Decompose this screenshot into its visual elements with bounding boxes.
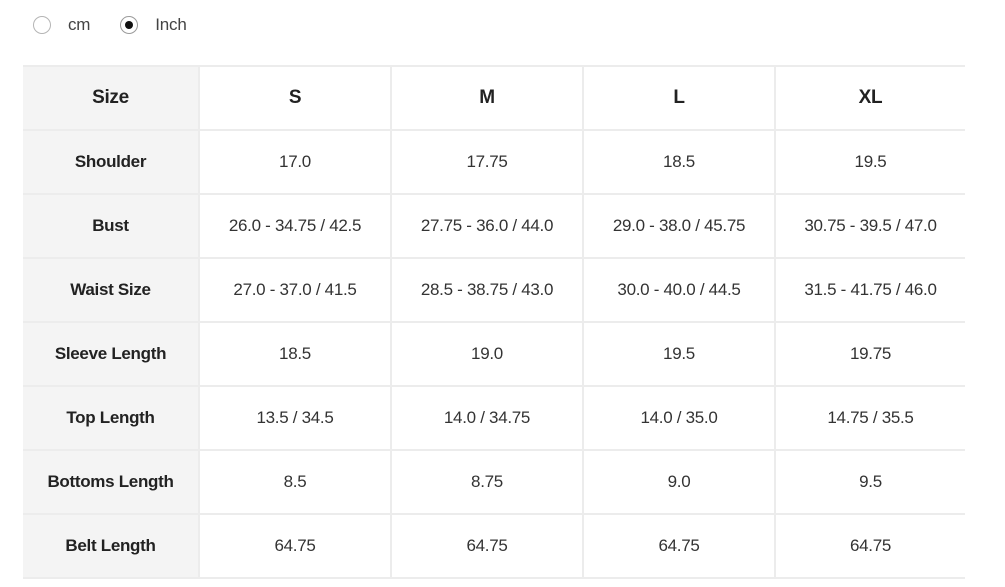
size-header-xl: XL <box>774 65 965 130</box>
size-header-m: M <box>390 65 583 130</box>
table-cell: 9.0 <box>582 449 775 514</box>
size-header: Size <box>23 65 199 130</box>
size-header-s: S <box>198 65 391 130</box>
table-row-bottoms-length: Bottoms Length 8.5 8.75 9.0 9.5 <box>23 449 965 514</box>
table-row-sleeve-length: Sleeve Length 18.5 19.0 19.5 19.75 <box>23 321 965 386</box>
cm-radio[interactable] <box>33 16 51 34</box>
inch-radio[interactable] <box>120 16 139 34</box>
row-label: Shoulder <box>23 129 199 194</box>
table-cell: 30.75 - 39.5 / 47.0 <box>774 193 965 258</box>
table-row-top-length: Top Length 13.5 / 34.5 14.0 / 34.75 14.0… <box>23 385 965 450</box>
unit-toggle: cm Inch <box>33 10 217 40</box>
table-cell: 64.75 <box>582 513 775 579</box>
table-cell: 64.75 <box>198 513 391 579</box>
row-label: Top Length <box>23 385 199 450</box>
table-cell: 27.0 - 37.0 / 41.5 <box>198 257 391 322</box>
row-label: Bottoms Length <box>23 449 199 514</box>
size-header-l: L <box>582 65 775 130</box>
table-row-belt-length: Belt Length 64.75 64.75 64.75 64.75 <box>23 513 965 579</box>
table-cell: 14.0 / 35.0 <box>582 385 775 450</box>
row-label: Waist Size <box>23 257 199 322</box>
table-cell: 26.0 - 34.75 / 42.5 <box>198 193 391 258</box>
table-cell: 19.5 <box>774 129 965 194</box>
table-cell: 13.5 / 34.5 <box>198 385 391 450</box>
row-label: Sleeve Length <box>23 321 199 386</box>
table-row-bust: Bust 26.0 - 34.75 / 42.5 27.75 - 36.0 / … <box>23 193 965 258</box>
unit-option-inch[interactable]: Inch <box>120 15 187 35</box>
table-cell: 64.75 <box>390 513 583 579</box>
table-cell: 14.75 / 35.5 <box>774 385 965 450</box>
inch-label: Inch <box>155 15 187 34</box>
table-cell: 19.5 <box>582 321 775 386</box>
table-cell: 29.0 - 38.0 / 45.75 <box>582 193 775 258</box>
table-cell: 64.75 <box>774 513 965 579</box>
size-chart-table: Size S M L XL Shoulder 17.0 17.75 18.5 1… <box>23 65 965 579</box>
table-cell: 19.0 <box>390 321 583 386</box>
table-cell: 17.75 <box>390 129 583 194</box>
table-cell: 27.75 - 36.0 / 44.0 <box>390 193 583 258</box>
table-cell: 17.0 <box>198 129 391 194</box>
table-cell: 18.5 <box>582 129 775 194</box>
table-cell: 8.75 <box>390 449 583 514</box>
table-cell: 14.0 / 34.75 <box>390 385 583 450</box>
table-cell: 30.0 - 40.0 / 44.5 <box>582 257 775 322</box>
table-cell: 19.75 <box>774 321 965 386</box>
table-cell: 28.5 - 38.75 / 43.0 <box>390 257 583 322</box>
table-header-row: Size S M L XL <box>23 65 965 130</box>
table-cell: 8.5 <box>198 449 391 514</box>
row-label: Belt Length <box>23 513 199 579</box>
table-row-shoulder: Shoulder 17.0 17.75 18.5 19.5 <box>23 129 965 194</box>
row-label: Bust <box>23 193 199 258</box>
cm-label: cm <box>68 15 91 34</box>
table-cell: 31.5 - 41.75 / 46.0 <box>774 257 965 322</box>
unit-option-cm[interactable]: cm <box>33 15 90 35</box>
table-cell: 18.5 <box>198 321 391 386</box>
table-cell: 9.5 <box>774 449 965 514</box>
table-row-waist-size: Waist Size 27.0 - 37.0 / 41.5 28.5 - 38.… <box>23 257 965 322</box>
